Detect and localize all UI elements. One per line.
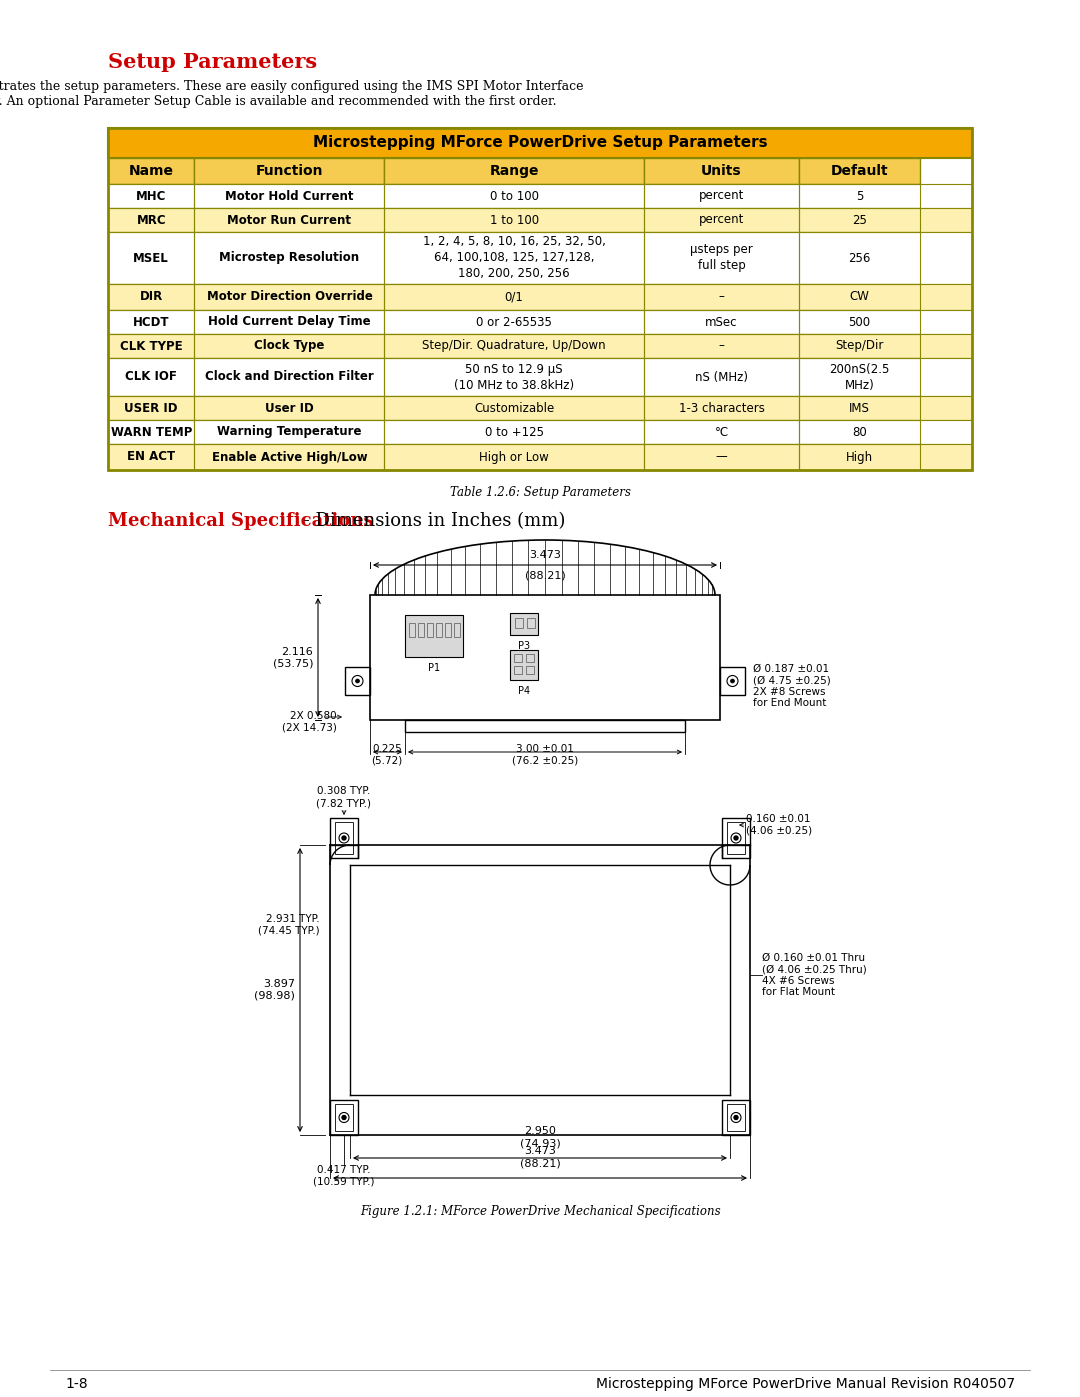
Bar	[194, 395, 384, 420]
Text: 0.308 TYP.
(7.82 TYP.): 0.308 TYP. (7.82 TYP.)	[316, 787, 372, 807]
Bar	[405, 615, 463, 657]
Text: °C: °C	[714, 426, 729, 439]
Text: 1-8: 1-8	[65, 1377, 87, 1391]
Bar	[644, 334, 799, 358]
Bar	[194, 184, 384, 208]
Text: 0/1: 0/1	[504, 291, 524, 303]
Text: 80: 80	[852, 426, 867, 439]
Text: MRC: MRC	[136, 214, 166, 226]
Bar	[384, 444, 644, 469]
Text: P1: P1	[428, 664, 440, 673]
Text: 2.950
(74.93): 2.950 (74.93)	[519, 1126, 561, 1148]
Circle shape	[342, 835, 346, 840]
Text: Name: Name	[129, 163, 174, 177]
Bar	[644, 284, 799, 310]
Text: IMS: IMS	[849, 401, 870, 415]
Bar	[108, 420, 972, 444]
Bar	[384, 420, 644, 444]
Bar	[108, 184, 972, 208]
Bar	[194, 208, 384, 232]
Text: HCDT: HCDT	[133, 316, 170, 328]
Bar	[330, 1099, 357, 1134]
Text: Warning Temperature: Warning Temperature	[217, 426, 362, 439]
Bar	[384, 158, 644, 184]
Text: –: –	[718, 291, 725, 303]
Bar	[108, 444, 194, 469]
Text: High or Low: High or Low	[480, 450, 549, 464]
Text: 0 to 100: 0 to 100	[489, 190, 539, 203]
Bar	[384, 310, 644, 334]
Text: CW: CW	[850, 291, 869, 303]
Text: —: —	[716, 450, 727, 464]
Bar	[335, 821, 353, 854]
Bar	[799, 395, 920, 420]
Circle shape	[342, 1115, 346, 1119]
Text: 5: 5	[856, 190, 863, 203]
Bar	[510, 650, 538, 680]
Bar	[108, 395, 194, 420]
Text: Figure 1.2.1: MForce PowerDrive Mechanical Specifications: Figure 1.2.1: MForce PowerDrive Mechanic…	[360, 1206, 720, 1218]
Bar	[799, 284, 920, 310]
Text: 0 to +125: 0 to +125	[485, 426, 543, 439]
Bar	[108, 232, 194, 284]
Circle shape	[734, 835, 738, 840]
Bar	[526, 666, 534, 673]
Bar	[108, 284, 194, 310]
Bar	[370, 595, 720, 719]
Bar	[108, 208, 194, 232]
Text: Ø 0.160 ±0.01 Thru
(Ø 4.06 ±0.25 Thru)
4X #6 Screws
for Flat Mount: Ø 0.160 ±0.01 Thru (Ø 4.06 ±0.25 Thru) 4…	[762, 953, 867, 997]
Bar	[409, 623, 415, 637]
Text: configuration utility. An optional Parameter Setup Cable is available and recomm: configuration utility. An optional Param…	[0, 95, 556, 108]
Text: Motor Run Current: Motor Run Current	[228, 214, 351, 226]
Text: Motor Hold Current: Motor Hold Current	[226, 190, 353, 203]
Bar	[108, 358, 972, 395]
Bar	[723, 819, 750, 858]
Circle shape	[730, 679, 734, 683]
Bar	[436, 623, 442, 637]
Text: 1-3 characters: 1-3 characters	[678, 401, 765, 415]
Bar	[644, 358, 799, 395]
Text: Step/Dir: Step/Dir	[836, 339, 883, 352]
Text: P4: P4	[518, 686, 530, 696]
Bar	[405, 719, 685, 732]
Text: USER ID: USER ID	[124, 401, 178, 415]
Bar	[727, 1104, 745, 1132]
Text: CLK IOF: CLK IOF	[125, 370, 177, 384]
Bar	[108, 358, 194, 395]
Bar	[108, 158, 194, 184]
Text: 3.473: 3.473	[529, 550, 561, 560]
Bar	[644, 232, 799, 284]
Text: mSec: mSec	[705, 316, 738, 328]
Text: Microstepping MForce PowerDrive Setup Parameters: Microstepping MForce PowerDrive Setup Pa…	[313, 136, 767, 151]
Bar	[644, 184, 799, 208]
Bar	[799, 358, 920, 395]
Bar	[799, 158, 920, 184]
Text: 25: 25	[852, 214, 867, 226]
Text: Microstep Resolution: Microstep Resolution	[219, 251, 360, 264]
Bar	[194, 284, 384, 310]
Text: 0.225
(5.72): 0.225 (5.72)	[372, 745, 403, 766]
Bar	[799, 232, 920, 284]
Text: MHC: MHC	[136, 190, 166, 203]
Text: percent: percent	[699, 214, 744, 226]
Circle shape	[355, 679, 360, 683]
Text: 1, 2, 4, 5, 8, 10, 16, 25, 32, 50,
64, 100,108, 125, 127,128,
180, 200, 250, 256: 1, 2, 4, 5, 8, 10, 16, 25, 32, 50, 64, 1…	[422, 236, 606, 281]
Text: EN ACT: EN ACT	[127, 450, 175, 464]
Text: Function: Function	[256, 163, 323, 177]
Bar	[384, 395, 644, 420]
Bar	[108, 310, 972, 334]
Text: Setup Parameters: Setup Parameters	[108, 52, 318, 73]
Bar	[454, 623, 460, 637]
Text: Mechanical Specifications: Mechanical Specifications	[108, 511, 374, 529]
Text: nS (MHz): nS (MHz)	[694, 370, 748, 384]
Text: MSEL: MSEL	[133, 251, 170, 264]
Text: Ø 0.187 ±0.01
(Ø 4.75 ±0.25)
2X #8 Screws
for End Mount: Ø 0.187 ±0.01 (Ø 4.75 ±0.25) 2X #8 Screw…	[753, 664, 831, 708]
Text: μsteps per
full step: μsteps per full step	[690, 243, 753, 272]
Bar	[384, 184, 644, 208]
Bar	[108, 284, 972, 310]
Bar	[799, 420, 920, 444]
Text: Motor Direction Override: Motor Direction Override	[206, 291, 373, 303]
Text: High: High	[846, 450, 874, 464]
Bar	[108, 444, 972, 469]
Text: 0.160 ±0.01
(4.06 ±0.25): 0.160 ±0.01 (4.06 ±0.25)	[746, 814, 812, 835]
